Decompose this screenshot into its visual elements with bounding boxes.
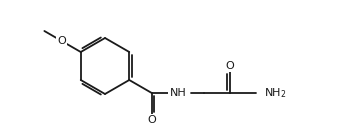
Text: O: O (225, 61, 234, 71)
Text: NH$_2$: NH$_2$ (264, 86, 286, 100)
Text: O: O (57, 36, 66, 46)
Text: O: O (147, 115, 156, 125)
Text: NH: NH (170, 88, 186, 98)
